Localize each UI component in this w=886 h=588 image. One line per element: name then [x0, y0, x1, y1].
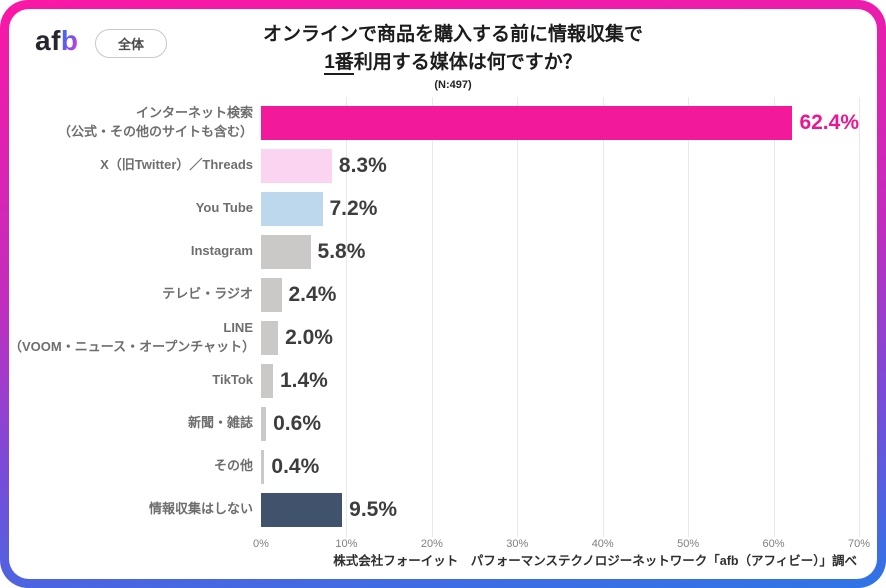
chart-title: オンラインで商品を購入する前に情報収集で 1番利用する媒体は何ですか？ [159, 21, 747, 76]
bar [261, 492, 343, 527]
bar-row: インターネット検索 （公式・その他のサイトも含む） 62.4% [9, 101, 877, 144]
category-label-line: TikTok [212, 372, 253, 388]
bar-row: 情報収集はしない 9.5% [9, 488, 877, 531]
bar [261, 277, 282, 312]
afb-logo: afb [35, 25, 79, 57]
category-label-line: テレビ・ラジオ [162, 286, 253, 302]
bar-row: LINE （VOOM・ニュース・オープンチャット） 2.0% [9, 316, 877, 359]
value-label: 0.4% [271, 454, 320, 478]
category-label: LINE （VOOM・ニュース・オープンチャット） [9, 319, 261, 357]
bar-row: You Tube 7.2% [9, 187, 877, 230]
category-label-line: インターネット検索 [135, 104, 253, 120]
category-label-line: Instagram [190, 243, 253, 259]
category-label-line: X（旧Twitter）／Threads [100, 157, 253, 173]
bar [261, 320, 279, 355]
bar [261, 234, 311, 269]
bar-row: TikTok 1.4% [9, 359, 877, 402]
bar [261, 191, 323, 226]
axis-tick-label: 40% [591, 538, 614, 550]
logo-text-af: af [35, 25, 61, 56]
bar-row: 新聞・雑誌 0.6% [9, 402, 877, 445]
value-label: 5.8% [317, 239, 366, 263]
category-label-line: （VOOM・ニュース・オープンチャット） [9, 338, 256, 354]
value-label: 8.3% [338, 153, 387, 177]
title-block: オンラインで商品を購入する前に情報収集で 1番利用する媒体は何ですか？ (N:49… [159, 21, 747, 91]
bar [261, 148, 332, 183]
category-label-line: （公式・その他のサイトも含む） [57, 123, 253, 139]
bar-row: Instagram 5.8% [9, 230, 877, 273]
bar-chart: インターネット検索 （公式・その他のサイトも含む） 62.4% X（旧Twitter）… [9, 97, 877, 561]
bar-track: 62.4% [261, 105, 859, 140]
category-label-line: その他 [213, 458, 253, 474]
sample-size: (N:497) [434, 79, 472, 92]
bar-track: 2.0% [261, 320, 859, 355]
axis-tick-label: 0% [253, 538, 269, 550]
source-note: 株式会社フォーイット パフォーマンステクノロジーネットワーク「afb（アフィビー… [333, 554, 857, 568]
category-label-line: 新聞・雑誌 [187, 415, 253, 431]
value-label: 0.6% [273, 411, 321, 435]
bar-row: X（旧Twitter）／Threads 8.3% [9, 144, 877, 187]
category-label: インターネット検索 （公式・その他のサイトも含む） [9, 104, 261, 142]
value-label: 9.5% [349, 497, 398, 521]
bar [261, 105, 793, 140]
bar-rows: インターネット検索 （公式・その他のサイトも含む） 62.4% X（旧Twitter）… [9, 101, 877, 531]
bar-track: 8.3% [261, 148, 859, 183]
bar-track: 2.4% [261, 277, 859, 312]
axis-tick-label: 70% [847, 538, 871, 550]
category-label-line: LINE [223, 319, 253, 335]
category-label: X（旧Twitter）／Threads [9, 156, 261, 175]
value-label: 1.4% [279, 368, 328, 392]
chart-card: afb 全体 オンラインで商品を購入する前に情報収集で 1番利用する媒体は何ですか… [9, 9, 877, 579]
bar-track: 1.4% [261, 363, 859, 398]
title-underlined: 1番 [324, 51, 354, 75]
bar [261, 363, 273, 398]
bar [261, 449, 265, 484]
axis-tick-label: 50% [677, 538, 700, 550]
category-label: 情報収集はしない [9, 500, 261, 519]
category-label-line: You Tube [195, 200, 253, 216]
axis-tick-label: 10% [335, 538, 358, 550]
bar-track: 9.5% [261, 492, 859, 527]
logo-text-b: b [60, 25, 79, 56]
bar-row: その他 0.4% [9, 445, 877, 488]
title-line1: オンラインで商品を購入する前に情報収集で [262, 24, 643, 45]
axis-tick-label: 20% [420, 538, 443, 550]
category-label: You Tube [9, 199, 261, 218]
axis-tick-label: 30% [506, 538, 529, 550]
bar-track: 0.6% [261, 406, 859, 441]
value-label: 2.0% [285, 325, 333, 349]
bar-track: 5.8% [261, 234, 859, 269]
bar-track: 7.2% [261, 191, 859, 226]
category-label: TikTok [9, 371, 261, 390]
category-label: 新聞・雑誌 [9, 414, 261, 433]
bar-row: テレビ・ラジオ 2.4% [9, 273, 877, 316]
category-label-line: 情報収集はしない [148, 501, 253, 517]
value-label: 7.2% [329, 196, 378, 220]
axis-tick-label: 60% [762, 538, 785, 550]
bar-track: 0.4% [261, 449, 859, 484]
category-label: Instagram [9, 242, 261, 261]
scope-badge: 全体 [95, 29, 168, 58]
value-label: 62.4% [799, 110, 859, 134]
value-label: 2.4% [288, 282, 337, 306]
title-line2: 利用する媒体は何ですか？ [353, 51, 582, 73]
category-label: テレビ・ラジオ [9, 285, 261, 304]
category-label: その他 [9, 457, 261, 476]
bar [261, 406, 267, 441]
x-axis-ticks: 0% 10% 20% 30% 40% 50% 60% 70% [253, 538, 870, 554]
